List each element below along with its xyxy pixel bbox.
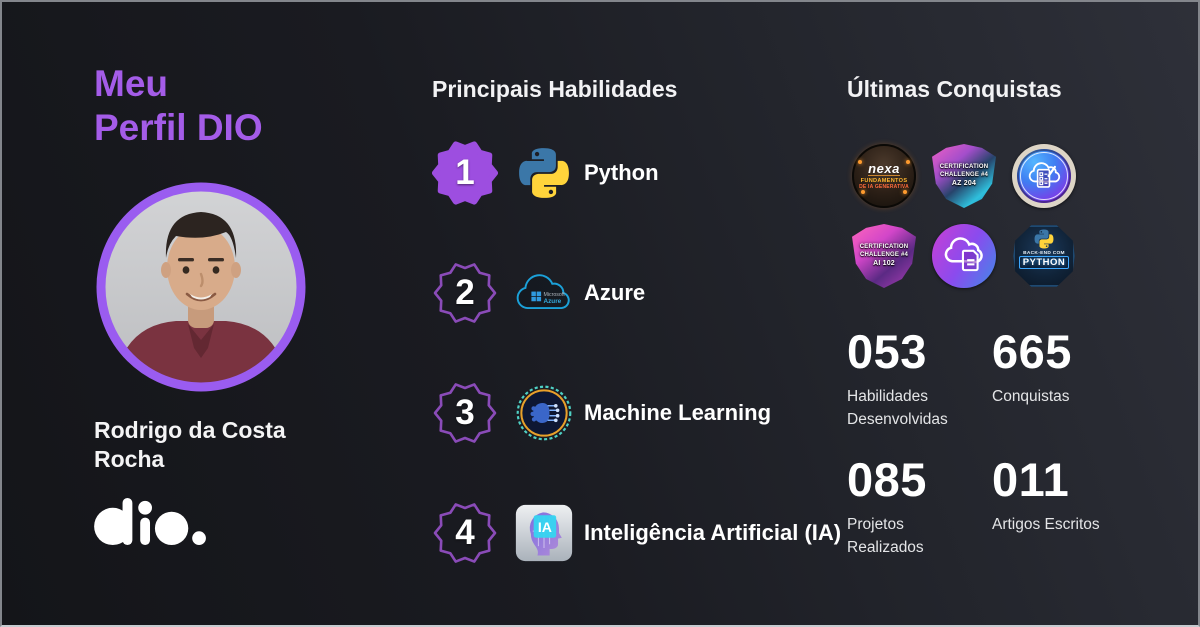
svg-text:Azure: Azure [544, 297, 562, 304]
rank-4-seal: 4 [432, 500, 498, 566]
skill-label-machine-learning: Machine Learning [584, 400, 772, 425]
page-title: Meu Perfil DIO [94, 62, 263, 150]
badge-cloud-checklist [1012, 144, 1076, 208]
badge-backend-python: BACK-END COM PYTHON [1013, 225, 1075, 287]
azure-cloud-icon: Microsoft Azure [512, 261, 576, 325]
avatar-ring [96, 182, 306, 392]
stat-projetos-label: Projetos Realizados [847, 516, 924, 556]
stat-conquistas-value: 665 [992, 325, 1072, 378]
skill-row-python: 1 Python [432, 140, 659, 206]
skill-label-artificial-intelligence: Inteligência Artificial (IA) [584, 520, 842, 545]
avatar [92, 178, 310, 396]
stat-artigos-label: Artigos Escritos [992, 516, 1100, 533]
stat-artigos-value: 011 [992, 453, 1070, 506]
skill-row-azure: 2 Microsoft Azure Azure [432, 260, 645, 326]
svg-text:Microsoft: Microsoft [544, 291, 566, 297]
stat-conquistas-label: Conquistas [992, 388, 1070, 405]
dio-logo-icon [92, 496, 210, 552]
svg-text:IA: IA [538, 519, 552, 535]
skill-row-machine-learning: 3 Ma [432, 380, 771, 446]
stat-habilidades-label: Habilidades Desenvolvidas [847, 388, 948, 428]
skill-label-python: Python [584, 160, 659, 185]
achievement-badges-grid: nexa FUNDAMENTOS DE IA GENERATIVA CERTIF… [844, 136, 1084, 296]
cloud-checklist-icon [1028, 162, 1061, 188]
skill-label-azure: Azure [584, 280, 646, 305]
rank-1-number: 1 [455, 153, 475, 192]
page-title-line2: Perfil DIO [94, 107, 263, 148]
machine-learning-icon [512, 381, 576, 445]
stat-conquistas: 665 Conquistas [992, 326, 1132, 408]
profile-photo [96, 182, 306, 392]
rank-4-number: 4 [455, 513, 475, 552]
python-mini-icon [1034, 229, 1054, 249]
badge-certification-challenge-az-204: CERTIFICATION CHALLENGE #4 AZ 204 [932, 144, 996, 208]
cloud-document-icon [944, 237, 983, 272]
stat-projetos: 085 Projetos Realizados [847, 454, 987, 559]
stat-habilidades-value: 053 [847, 325, 927, 378]
page-title-line1: Meu [94, 63, 168, 104]
badge-cloud-document [932, 224, 996, 288]
user-name: Rodrigo da Costa Rocha [94, 417, 286, 472]
badge-nexa-fundamentos-ia-generativa: nexa FUNDAMENTOS DE IA GENERATIVA [852, 144, 916, 208]
badge-certification-challenge-ai-102: CERTIFICATION CHALLENGE #4 AI 102 [852, 224, 916, 288]
rank-1-seal: 1 [432, 140, 498, 206]
rank-2-seal: 2 [432, 260, 498, 326]
stat-habilidades: 053 Habilidades Desenvolvidas [847, 326, 987, 431]
rank-2-number: 2 [455, 273, 475, 312]
rank-3-number: 3 [455, 393, 475, 432]
stat-artigos: 011 Artigos Escritos [992, 454, 1132, 536]
skills-heading: Principais Habilidades [432, 76, 678, 102]
rank-3-seal: 3 [432, 380, 498, 446]
achievements-heading: Últimas Conquistas [847, 76, 1062, 102]
python-icon [512, 141, 576, 205]
stat-projetos-value: 085 [847, 453, 927, 506]
artificial-intelligence-icon: IA [512, 501, 576, 565]
skill-row-artificial-intelligence: 4 [432, 500, 841, 566]
